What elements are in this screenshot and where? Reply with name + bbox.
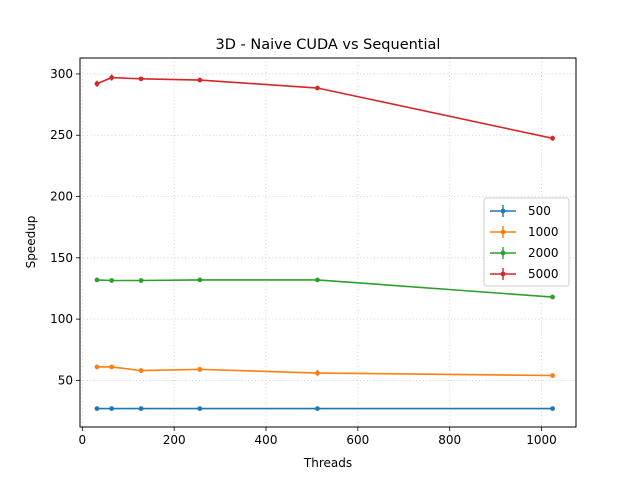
data-point [315, 406, 320, 412]
legend-marker [500, 229, 506, 235]
data-point [550, 135, 555, 141]
legend-label: 500 [528, 204, 551, 218]
series-1000 [94, 364, 555, 378]
data-point [138, 368, 144, 374]
x-tick-label: 0 [78, 433, 86, 447]
chart-title: 3D - Naive CUDA vs Sequential [216, 37, 441, 53]
y-tick-label: 50 [58, 373, 73, 387]
legend-item-5000: 5000 [490, 267, 559, 281]
legend-item-1000: 1000 [490, 225, 559, 239]
x-tick-label: 200 [163, 433, 186, 447]
x-axis: 0 200 400 600 800 1000 [78, 427, 557, 447]
series-layer [94, 74, 555, 412]
data-point [197, 406, 203, 412]
data-point [197, 77, 203, 83]
legend-label: 1000 [528, 225, 559, 239]
x-tick-label: 800 [438, 433, 461, 447]
data-point [315, 85, 320, 91]
legend-item-2000: 2000 [490, 246, 559, 260]
x-tick-label: 400 [255, 433, 278, 447]
y-tick-label: 150 [50, 251, 73, 265]
data-point [94, 81, 100, 87]
data-point [315, 277, 320, 283]
y-axis: 50 100 150 200 250 300 [50, 67, 80, 387]
data-point [94, 277, 100, 283]
y-tick-label: 250 [50, 128, 73, 142]
legend-marker [500, 208, 506, 214]
legend-marker [500, 250, 506, 256]
plot-frame [79, 57, 577, 428]
data-point [197, 277, 203, 283]
series-2000 [94, 277, 555, 300]
x-tick-label: 600 [346, 433, 369, 447]
data-point [109, 75, 115, 81]
legend: 500 1000 2000 5000 [483, 197, 570, 287]
data-point [109, 364, 115, 370]
data-point [109, 406, 115, 412]
y-axis-label: Speedup [24, 216, 38, 269]
y-tick-label: 200 [50, 190, 73, 204]
data-point [315, 370, 320, 376]
legend-item-500: 500 [490, 204, 551, 218]
data-point [550, 294, 555, 300]
legend-box [483, 197, 570, 287]
data-point [109, 278, 115, 283]
series-line [96, 76, 553, 140]
x-axis-label: Threads [303, 456, 352, 470]
data-point [94, 364, 100, 370]
data-point [550, 406, 555, 412]
series-line [96, 279, 553, 298]
data-point [138, 406, 144, 412]
x-tick-label: 1000 [526, 433, 557, 447]
data-point [138, 278, 144, 283]
data-point [94, 406, 100, 412]
y-tick-label: 100 [50, 312, 73, 326]
data-point [197, 366, 203, 372]
series-5000 [94, 74, 555, 141]
series-500 [94, 406, 555, 412]
data-point [550, 373, 555, 378]
series-line [96, 366, 553, 377]
legend-label: 5000 [528, 267, 559, 281]
y-tick-label: 300 [50, 67, 73, 81]
legend-marker [500, 271, 506, 277]
data-point [138, 76, 144, 82]
legend-label: 2000 [528, 246, 559, 260]
